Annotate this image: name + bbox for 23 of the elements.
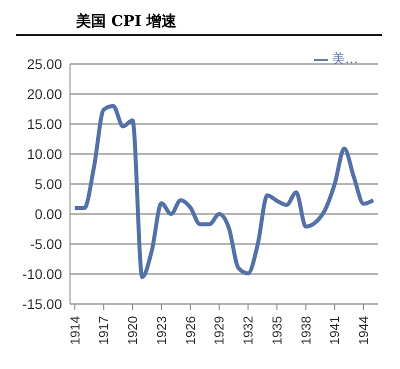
chart-title: 美国 CPI 增速 xyxy=(75,11,178,32)
legend-label: 美… xyxy=(332,52,358,67)
x-tick-label: 1944 xyxy=(356,316,372,345)
x-tick-label: 1929 xyxy=(212,316,227,345)
y-tick-label: 15.00 xyxy=(26,116,62,132)
y-tick-label: 20.00 xyxy=(26,86,62,102)
x-tick-label: 1935 xyxy=(269,316,284,345)
x-tick-label: 1923 xyxy=(154,316,169,345)
y-tick-label: -5.00 xyxy=(30,236,62,252)
y-tick-label: -10.00 xyxy=(22,266,62,282)
y-tick-label: 0.00 xyxy=(34,206,62,222)
y-tick-label: 10.00 xyxy=(26,146,62,162)
line-series xyxy=(72,104,376,279)
y-tick-label: -15.00 xyxy=(22,296,62,312)
x-tick-label: 1941 xyxy=(327,316,342,345)
x-tick-label: 1917 xyxy=(96,316,112,345)
x-tick-label: 1926 xyxy=(182,316,198,345)
x-tick-label: 1920 xyxy=(125,316,140,345)
x-tick-label: 1932 xyxy=(240,316,256,345)
x-tick-label: 1938 xyxy=(298,316,314,345)
x-tick-label: 1914 xyxy=(67,316,82,345)
y-tick-label: 25.00 xyxy=(26,56,62,72)
y-tick-label: 5.00 xyxy=(34,176,62,192)
